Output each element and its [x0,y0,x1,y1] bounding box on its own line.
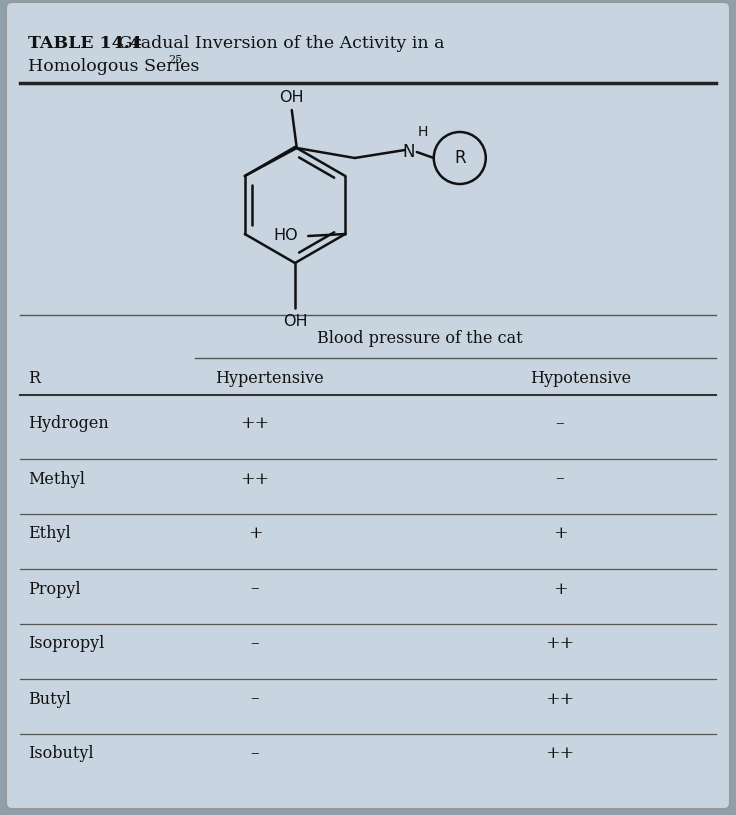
Text: 25: 25 [168,55,183,65]
Text: +: + [248,526,262,543]
Text: –: – [251,746,259,763]
Text: OH: OH [283,315,308,329]
Text: +: + [553,580,567,597]
Text: Propyl: Propyl [28,580,81,597]
FancyBboxPatch shape [6,2,730,809]
Text: Hydrogen: Hydrogen [28,416,109,433]
Text: Ethyl: Ethyl [28,526,71,543]
Text: +: + [553,526,567,543]
Text: R: R [28,370,40,387]
Text: ++: ++ [545,636,575,653]
Text: Homologous Series: Homologous Series [28,58,199,75]
Text: ++: ++ [241,416,269,433]
Text: Isobutyl: Isobutyl [28,746,93,763]
Text: ++: ++ [241,470,269,487]
Text: Methyl: Methyl [28,470,85,487]
Text: Isopropyl: Isopropyl [28,636,105,653]
Text: Butyl: Butyl [28,690,71,707]
Text: –: – [251,690,259,707]
Text: –: – [556,470,565,487]
Text: OH: OH [280,90,304,105]
Text: H: H [417,125,428,139]
Text: Blood pressure of the cat: Blood pressure of the cat [317,330,523,347]
Text: –: – [556,416,565,433]
Text: N: N [403,143,415,161]
Text: ++: ++ [545,746,575,763]
Text: TABLE 14.4: TABLE 14.4 [28,35,142,52]
Text: HO: HO [274,228,298,244]
Text: –: – [251,636,259,653]
Text: ++: ++ [545,690,575,707]
Text: Hypertensive: Hypertensive [215,370,324,387]
Text: Gradual Inversion of the Activity in a: Gradual Inversion of the Activity in a [113,35,445,52]
Text: R: R [454,149,466,167]
Text: Hypotensive: Hypotensive [530,370,631,387]
Text: –: – [251,580,259,597]
